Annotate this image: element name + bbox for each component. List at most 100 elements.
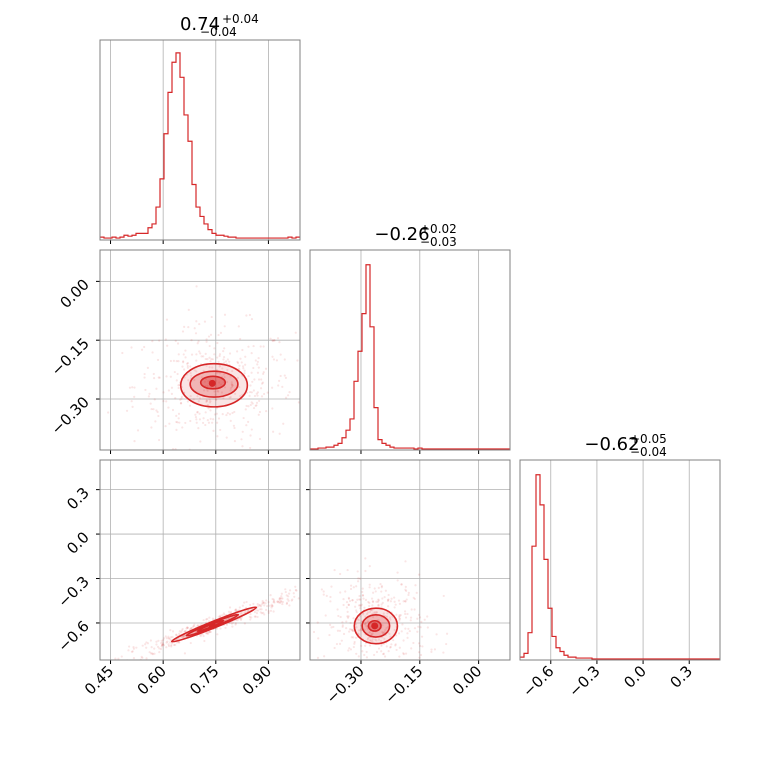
scatter-point (203, 380, 206, 383)
panel-body (107, 285, 300, 450)
scatter-point (344, 660, 346, 662)
scatter-point (363, 606, 366, 609)
x-tick-label: −0.30 (323, 662, 368, 707)
scatter-point (248, 313, 251, 317)
scatter-point (353, 640, 356, 644)
scatter-point (199, 440, 202, 443)
scatter-point (155, 640, 158, 643)
scatter-point (273, 601, 276, 604)
scatter-point (361, 650, 364, 653)
scatter-point (181, 330, 185, 333)
scatter-point (169, 636, 173, 639)
scatter-point (170, 386, 174, 389)
panel-body (302, 557, 449, 677)
scatter-point (255, 612, 259, 615)
scatter-point (205, 399, 209, 402)
scatter-point (169, 638, 172, 641)
scatter-point (213, 347, 216, 350)
panel-body (100, 52, 300, 239)
scatter-point (383, 637, 386, 640)
scatter-point (388, 675, 390, 677)
scatter-point (349, 621, 352, 625)
scatter-point (221, 367, 224, 370)
scatter-point (306, 591, 308, 593)
scatter-point (218, 381, 221, 384)
scatter-point (362, 665, 364, 667)
panel-body (310, 264, 510, 450)
scatter-point (350, 628, 353, 632)
scatter-point (176, 372, 179, 376)
scatter-point (219, 383, 223, 386)
histogram-step (310, 264, 510, 450)
scatter-point (285, 594, 288, 597)
scatter-point (338, 642, 342, 646)
panel-2-1: −0.30 −0.15 0.00 (302, 459, 511, 707)
scatter-point (172, 359, 176, 362)
title-param-3-sup: +0.05 (630, 432, 667, 446)
scatter-point (292, 592, 295, 595)
scatter-point (230, 385, 234, 389)
scatter-point (195, 353, 198, 356)
panel-titles: 0.74 +0.04 −0.04 −0.26 +0.02 −0.03 −0.62… (180, 12, 667, 459)
scatter-point (324, 614, 327, 617)
scatter-point (184, 421, 187, 425)
scatter-point (204, 411, 207, 414)
scatter-point (339, 615, 342, 619)
scatter-point (209, 630, 212, 634)
scatter-point (344, 590, 347, 593)
scatter-point (373, 587, 376, 590)
scatter-point (222, 350, 225, 353)
scatter-point (363, 622, 367, 625)
scatter-point (288, 589, 292, 592)
scatter-point (417, 613, 421, 616)
scatter-point (267, 601, 270, 604)
x-tick-label: 0.60 (134, 662, 170, 698)
scatter-point (358, 598, 361, 601)
scatter-point (256, 615, 259, 619)
scatter-point (347, 597, 351, 600)
scatter-point (152, 372, 155, 376)
scatter-point (253, 610, 257, 614)
scatter-point (240, 361, 243, 364)
scatter-point (184, 349, 187, 352)
scatter-point (402, 639, 405, 642)
scatter-point (263, 604, 266, 607)
scatter-point (250, 616, 253, 619)
scatter-point (377, 598, 380, 601)
scatter-point (168, 637, 171, 640)
scatter-point (183, 652, 187, 655)
scatter-point (355, 626, 358, 629)
scatter-point (335, 642, 339, 646)
scatter-point (239, 357, 242, 360)
scatter-point (360, 644, 363, 647)
scatter-point (278, 598, 281, 601)
scatter-point (206, 389, 209, 392)
scatter-point (302, 668, 304, 670)
scatter-point (280, 599, 283, 603)
scatter-point (195, 370, 198, 373)
scatter-point (390, 597, 393, 600)
scatter-point (375, 611, 378, 614)
scatter-point (366, 638, 369, 641)
x-tick-label: −0.15 (381, 662, 426, 707)
scatter-point (107, 411, 110, 414)
scatter-point (169, 359, 172, 363)
scatter-point (345, 606, 348, 609)
scatter-point (247, 375, 250, 378)
scatter-point (209, 400, 212, 403)
x-tick-label: 0.45 (81, 662, 117, 698)
scatter-point (217, 333, 220, 337)
scatter-point (223, 313, 227, 316)
scatter-point (152, 377, 156, 380)
scatter-point (95, 666, 97, 668)
scatter-point (222, 373, 225, 376)
scatter-point (178, 630, 181, 633)
scatter-point (413, 627, 417, 630)
scatter-point (230, 381, 233, 384)
scatter-point (409, 619, 412, 622)
scatter-point (249, 384, 252, 387)
scatter-point (250, 317, 254, 321)
scatter-point (190, 374, 193, 377)
scatter-point (254, 404, 257, 407)
title-param-2: −0.26 (374, 224, 429, 245)
